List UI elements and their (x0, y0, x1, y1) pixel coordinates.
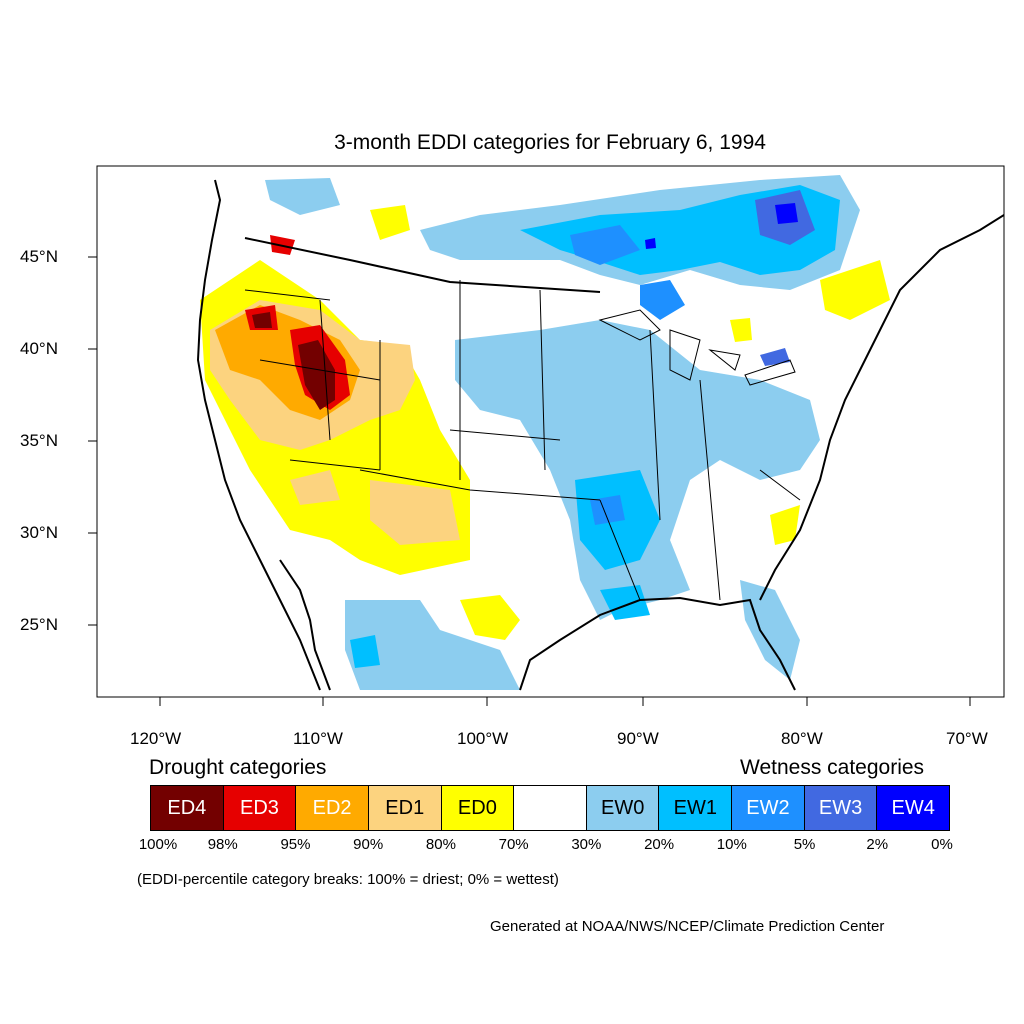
east-coast (759, 214, 1004, 601)
wetness-heading: Wetness categories (740, 756, 925, 779)
legend-swatch: ED0 (441, 786, 515, 830)
legend-swatch (514, 786, 587, 830)
percentile-label: 90% (353, 836, 384, 853)
lat-label: 45°N (20, 247, 58, 266)
legend-swatch: ED1 (368, 786, 442, 830)
lat-label: 25°N (20, 615, 58, 634)
lon-label: 80°W (781, 729, 823, 748)
legend-swatch: EW4 (877, 786, 950, 830)
percentile-label: 5% (793, 836, 816, 853)
percentile-label: 80% (425, 836, 456, 853)
ew3-ontario (760, 348, 790, 366)
state-lines (244, 280, 801, 601)
map-frame (96, 165, 1005, 698)
ew0-central (455, 320, 820, 620)
percentile-label: 20% (644, 836, 675, 853)
percentile-label: 10% (716, 836, 747, 853)
west-coast (196, 179, 321, 691)
percentile-label: 2% (866, 836, 889, 853)
ed0-northeast (820, 260, 890, 320)
percentile-label: 0% (931, 836, 953, 853)
ew0-mexico (345, 600, 520, 690)
legend-swatch: ED2 (296, 786, 369, 830)
legend-swatch: ED3 (223, 786, 297, 830)
ew2-south (590, 495, 625, 525)
map-title: 3-month EDDI categories for February 6, … (334, 131, 766, 154)
ew2-canada (570, 225, 640, 265)
canada-border (244, 237, 601, 293)
lat-label: 30°N (20, 523, 58, 542)
axis-ticks (88, 256, 971, 706)
percentile-label: 30% (571, 836, 602, 853)
lat-label: 40°N (20, 339, 58, 358)
ew0-fl (740, 580, 800, 680)
percentile-label: 100% (138, 836, 178, 853)
percentile-label: 98% (207, 836, 238, 853)
lon-label: 100°W (457, 729, 509, 748)
ew1-mex (350, 635, 380, 668)
category-note: (EDDI-percentile category breaks: 100% =… (137, 871, 559, 888)
ed4-or (252, 312, 272, 328)
ed0-north (370, 205, 410, 240)
category-legend: ED4 ED3 ED2 ED1 ED0 EW0 EW1 EW2 EW3 EW4 (150, 785, 950, 831)
percentile-label: 95% (280, 836, 311, 853)
drought-heading: Drought categories (149, 756, 327, 779)
legend-swatch: EW0 (586, 786, 660, 830)
gulf-coast (519, 596, 796, 691)
ed1-sw (370, 480, 460, 545)
legend-swatch: EW1 (659, 786, 733, 830)
lon-label: 110°W (293, 729, 343, 748)
lat-label: 35°N (20, 431, 58, 450)
ed1-sw2 (290, 470, 340, 505)
lon-label: 120°W (130, 729, 182, 748)
legend-swatch: ED4 (151, 786, 224, 830)
ed0-texas (460, 595, 520, 640)
ew0-nw (265, 178, 340, 215)
ed4-core (298, 340, 335, 410)
map-area (196, 175, 1004, 691)
credit-line: Generated at NOAA/NWS/NCEP/Climate Predi… (490, 918, 885, 935)
ew4-spot (645, 238, 656, 249)
ed0-mi (730, 318, 752, 342)
ew4-canada (775, 203, 798, 224)
legend-swatch: EW3 (804, 786, 878, 830)
baja (279, 559, 331, 691)
ew2-lakes (640, 280, 685, 320)
percentile-label: 70% (498, 836, 529, 853)
great-lakes (598, 309, 796, 386)
lon-label: 90°W (617, 729, 659, 748)
lon-label: 70°W (946, 729, 988, 748)
ed0-carolina (770, 505, 800, 545)
legend-swatch: EW2 (732, 786, 805, 830)
